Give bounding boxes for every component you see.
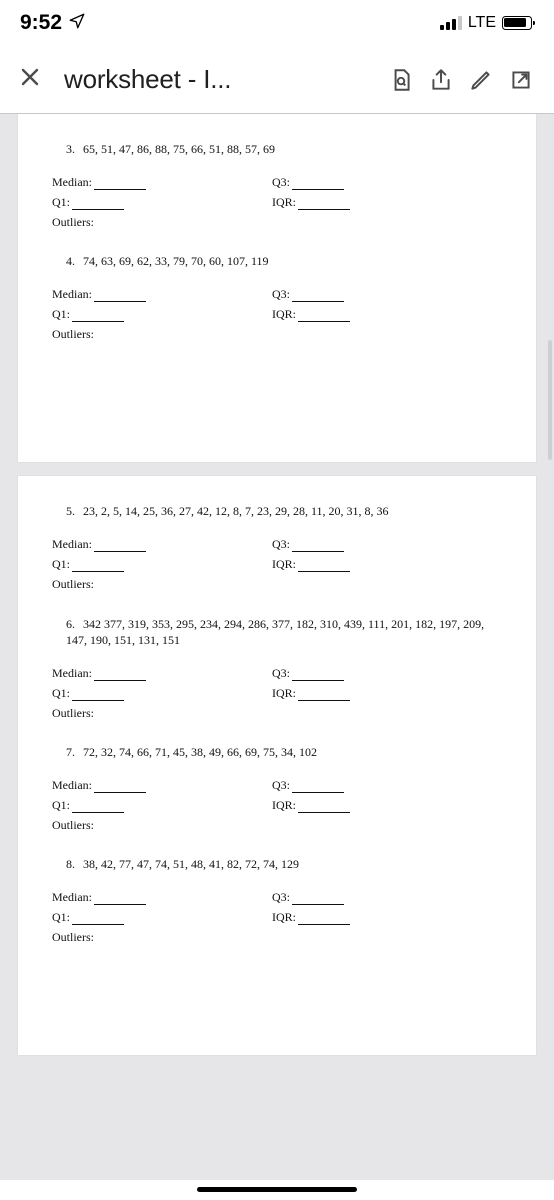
location-icon bbox=[68, 12, 86, 35]
q1-label: Q1: bbox=[52, 910, 70, 925]
q1-blank bbox=[72, 914, 124, 925]
network-label: LTE bbox=[468, 14, 496, 32]
signal-icon bbox=[440, 16, 462, 30]
q3-blank bbox=[292, 541, 344, 552]
median-blank bbox=[94, 670, 146, 681]
q3-blank bbox=[292, 670, 344, 681]
answer-block: Median: Q3: Q1: IQR: Outliers: bbox=[52, 175, 502, 230]
q3-blank bbox=[292, 179, 344, 190]
battery-icon bbox=[502, 16, 532, 30]
q1-label: Q1: bbox=[52, 798, 70, 813]
iqr-blank bbox=[298, 914, 350, 925]
iqr-label: IQR: bbox=[272, 686, 296, 701]
median-label: Median: bbox=[52, 537, 92, 552]
outliers-label: Outliers: bbox=[52, 577, 94, 592]
q3-label: Q3: bbox=[272, 666, 290, 681]
q1-blank bbox=[72, 311, 124, 322]
q1-blank bbox=[72, 561, 124, 572]
document-title: worksheet - I... bbox=[64, 64, 231, 95]
problem-number: 7. bbox=[66, 745, 80, 760]
share-icon[interactable] bbox=[426, 65, 456, 95]
outliers-label: Outliers: bbox=[52, 818, 94, 833]
status-left: 9:52 bbox=[20, 11, 86, 35]
q3-blank bbox=[292, 782, 344, 793]
outliers-label: Outliers: bbox=[52, 215, 94, 230]
problem-number: 5. bbox=[66, 504, 80, 519]
search-in-doc-icon[interactable] bbox=[386, 65, 416, 95]
edit-icon[interactable] bbox=[466, 65, 496, 95]
problem-number: 3. bbox=[66, 142, 80, 157]
q1-blank bbox=[72, 199, 124, 210]
iqr-label: IQR: bbox=[272, 798, 296, 813]
q3-label: Q3: bbox=[272, 287, 290, 302]
outliers-label: Outliers: bbox=[52, 327, 94, 342]
problem-data: 23, 2, 5, 14, 25, 36, 27, 42, 12, 8, 7, … bbox=[83, 504, 389, 518]
problem-data: 65, 51, 47, 86, 88, 75, 66, 51, 88, 57, … bbox=[83, 142, 275, 156]
close-button[interactable] bbox=[18, 64, 42, 96]
problem-number: 6. bbox=[66, 616, 80, 632]
median-blank bbox=[94, 541, 146, 552]
status-time: 9:52 bbox=[20, 11, 62, 35]
problem-number: 4. bbox=[66, 254, 80, 269]
document-page-2: 5. 23, 2, 5, 14, 25, 36, 27, 42, 12, 8, … bbox=[18, 476, 536, 1055]
toolbar: worksheet - I... bbox=[0, 46, 554, 114]
problem-7: 7. 72, 32, 74, 66, 71, 45, 38, 49, 66, 6… bbox=[66, 745, 502, 760]
median-blank bbox=[94, 291, 146, 302]
home-indicator[interactable] bbox=[197, 1187, 357, 1192]
iqr-label: IQR: bbox=[272, 307, 296, 322]
median-blank bbox=[94, 782, 146, 793]
status-bar: 9:52 LTE bbox=[0, 0, 554, 46]
q3-label: Q3: bbox=[272, 890, 290, 905]
iqr-blank bbox=[298, 690, 350, 701]
iqr-label: IQR: bbox=[272, 557, 296, 572]
outliers-label: Outliers: bbox=[52, 930, 94, 945]
problem-data: 74, 63, 69, 62, 33, 79, 70, 60, 107, 119 bbox=[83, 254, 269, 268]
q3-blank bbox=[292, 894, 344, 905]
scrollbar-thumb[interactable] bbox=[548, 340, 552, 460]
median-blank bbox=[94, 894, 146, 905]
iqr-blank bbox=[298, 561, 350, 572]
answer-block: Median: Q3: Q1: IQR: Outliers: bbox=[52, 666, 502, 721]
answer-block: Median: Q3: Q1: IQR: Outliers: bbox=[52, 537, 502, 592]
q3-label: Q3: bbox=[272, 537, 290, 552]
q3-label: Q3: bbox=[272, 778, 290, 793]
problem-number: 8. bbox=[66, 857, 80, 872]
median-label: Median: bbox=[52, 666, 92, 681]
iqr-blank bbox=[298, 199, 350, 210]
median-label: Median: bbox=[52, 890, 92, 905]
q1-label: Q1: bbox=[52, 686, 70, 701]
q1-blank bbox=[72, 802, 124, 813]
q3-blank bbox=[292, 291, 344, 302]
iqr-label: IQR: bbox=[272, 910, 296, 925]
iqr-blank bbox=[298, 311, 350, 322]
median-blank bbox=[94, 179, 146, 190]
outliers-label: Outliers: bbox=[52, 706, 94, 721]
q1-blank bbox=[72, 690, 124, 701]
problem-3: 3. 65, 51, 47, 86, 88, 75, 66, 51, 88, 5… bbox=[66, 142, 502, 157]
q1-label: Q1: bbox=[52, 195, 70, 210]
problem-data: 38, 42, 77, 47, 74, 51, 48, 41, 82, 72, … bbox=[83, 857, 299, 871]
iqr-label: IQR: bbox=[272, 195, 296, 210]
problem-6: 6. 342 377, 319, 353, 295, 234, 294, 286… bbox=[66, 616, 502, 648]
problem-data: 342 377, 319, 353, 295, 234, 294, 286, 3… bbox=[66, 617, 484, 647]
problem-4: 4. 74, 63, 69, 62, 33, 79, 70, 60, 107, … bbox=[66, 254, 502, 269]
answer-block: Median: Q3: Q1: IQR: Outliers: bbox=[52, 778, 502, 833]
problem-5: 5. 23, 2, 5, 14, 25, 36, 27, 42, 12, 8, … bbox=[66, 504, 502, 519]
median-label: Median: bbox=[52, 287, 92, 302]
problem-data: 72, 32, 74, 66, 71, 45, 38, 49, 66, 69, … bbox=[83, 745, 317, 759]
q1-label: Q1: bbox=[52, 557, 70, 572]
q1-label: Q1: bbox=[52, 307, 70, 322]
q3-label: Q3: bbox=[272, 175, 290, 190]
problem-8: 8. 38, 42, 77, 47, 74, 51, 48, 41, 82, 7… bbox=[66, 857, 502, 872]
open-external-icon[interactable] bbox=[506, 65, 536, 95]
median-label: Median: bbox=[52, 175, 92, 190]
iqr-blank bbox=[298, 802, 350, 813]
document-page-1: 3. 65, 51, 47, 86, 88, 75, 66, 51, 88, 5… bbox=[18, 114, 536, 462]
answer-block: Median: Q3: Q1: IQR: Outliers: bbox=[52, 287, 502, 342]
status-right: LTE bbox=[440, 14, 532, 32]
median-label: Median: bbox=[52, 778, 92, 793]
answer-block: Median: Q3: Q1: IQR: Outliers: bbox=[52, 890, 502, 945]
document-viewport[interactable]: 3. 65, 51, 47, 86, 88, 75, 66, 51, 88, 5… bbox=[0, 114, 554, 1180]
